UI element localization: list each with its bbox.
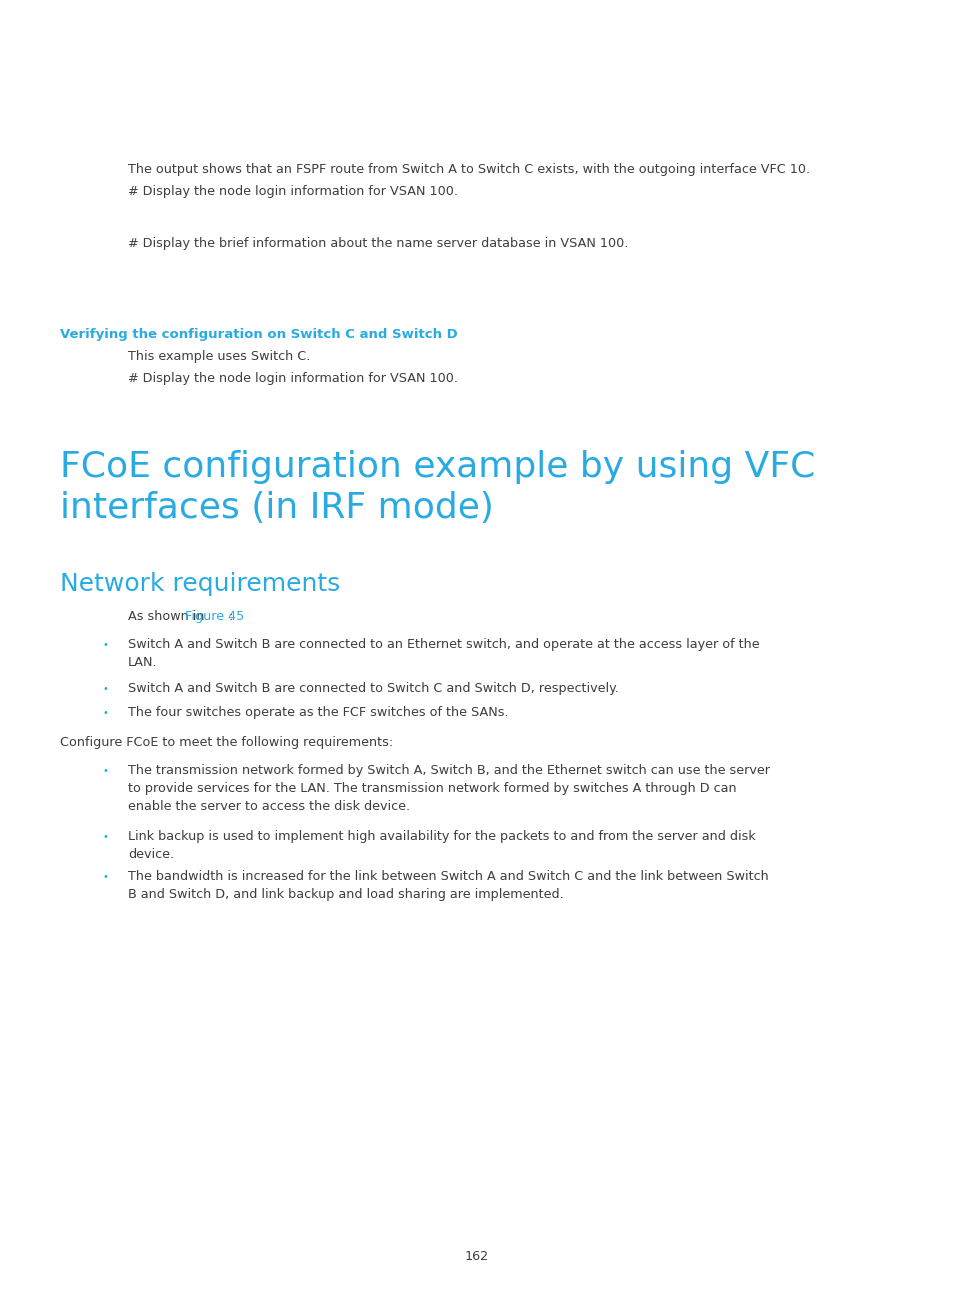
Text: # Display the node login information for VSAN 100.: # Display the node login information for… bbox=[128, 372, 457, 385]
Text: The bandwidth is increased for the link between Switch A and Switch C and the li: The bandwidth is increased for the link … bbox=[128, 870, 768, 901]
Text: Switch A and Switch B are connected to an Ethernet switch, and operate at the ac: Switch A and Switch B are connected to a… bbox=[128, 638, 759, 669]
Text: Link backup is used to implement high availability for the packets to and from t: Link backup is used to implement high av… bbox=[128, 829, 755, 861]
Text: •: • bbox=[102, 684, 108, 693]
Text: Network requirements: Network requirements bbox=[60, 572, 340, 596]
Text: Switch A and Switch B are connected to Switch C and Switch D, respectively.: Switch A and Switch B are connected to S… bbox=[128, 682, 618, 695]
Text: Figure 45: Figure 45 bbox=[185, 610, 244, 623]
Text: As shown in: As shown in bbox=[128, 610, 209, 623]
Text: •: • bbox=[102, 872, 108, 883]
Text: The four switches operate as the FCF switches of the SANs.: The four switches operate as the FCF swi… bbox=[128, 706, 508, 719]
Text: 162: 162 bbox=[464, 1251, 489, 1264]
Text: # Display the node login information for VSAN 100.: # Display the node login information for… bbox=[128, 185, 457, 198]
Text: :: : bbox=[228, 610, 233, 623]
Text: •: • bbox=[102, 640, 108, 651]
Text: •: • bbox=[102, 832, 108, 842]
Text: Verifying the configuration on Switch C and Switch D: Verifying the configuration on Switch C … bbox=[60, 328, 457, 341]
Text: FCoE configuration example by using VFC
interfaces (in IRF mode): FCoE configuration example by using VFC … bbox=[60, 450, 815, 525]
Text: The transmission network formed by Switch A, Switch B, and the Ethernet switch c: The transmission network formed by Switc… bbox=[128, 765, 769, 813]
Text: The output shows that an FSPF route from Switch A to Switch C exists, with the o: The output shows that an FSPF route from… bbox=[128, 163, 809, 176]
Text: This example uses Switch C.: This example uses Switch C. bbox=[128, 350, 310, 363]
Text: # Display the brief information about the name server database in VSAN 100.: # Display the brief information about th… bbox=[128, 237, 628, 250]
Text: •: • bbox=[102, 766, 108, 776]
Text: Configure FCoE to meet the following requirements:: Configure FCoE to meet the following req… bbox=[60, 736, 393, 749]
Text: •: • bbox=[102, 708, 108, 718]
